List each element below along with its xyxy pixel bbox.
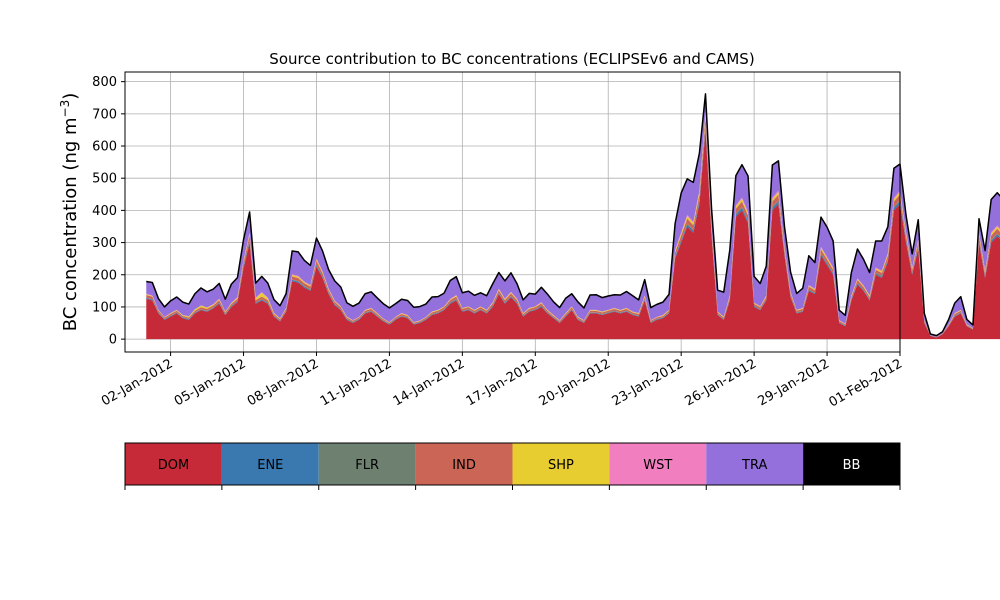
x-tick-label: 17-Jan-2012 (464, 356, 541, 409)
x-tick-label: 23-Jan-2012 (610, 356, 687, 409)
y-axis-label: BC concentration (ng m−3) (58, 93, 81, 332)
y-tick-label: 300 (92, 236, 117, 251)
total-line-path (146, 93, 1000, 337)
legend-label-wst: WST (643, 458, 672, 473)
x-tick-label: 08-Jan-2012 (245, 356, 322, 409)
legend-swatch-shp (512, 443, 610, 485)
y-tick-label: 600 (92, 140, 117, 155)
x-tick-label: 14-Jan-2012 (391, 356, 468, 409)
legend-label-shp: SHP (548, 458, 574, 473)
x-tick-label: 02-Jan-2012 (99, 356, 176, 409)
total-line (146, 93, 1000, 337)
legend-label-bb: BB (843, 458, 861, 473)
area-dom (146, 129, 1000, 340)
y-tick-label: 800 (92, 75, 117, 90)
area-layers (146, 93, 1000, 340)
x-tick-label: 26-Jan-2012 (683, 356, 760, 409)
legend-swatch-dom (125, 443, 222, 485)
y-tick-label: 200 (92, 268, 117, 283)
legend-swatch-flr (318, 443, 416, 485)
plot-frame (124, 71, 901, 353)
y-tick-label: 500 (92, 172, 117, 187)
legend-label-dom: DOM (158, 458, 189, 473)
legend-swatch-tra (706, 443, 804, 485)
legend-swatch-wst (609, 443, 707, 485)
legend-label-ind: IND (452, 458, 476, 473)
x-tick-label: 11-Jan-2012 (318, 356, 395, 409)
legend: DOM ENE FLR IND SHP WST TRA BB (124, 442, 901, 490)
legend-swatch-ind (415, 443, 513, 485)
legend-label-ene: ENE (257, 458, 283, 473)
y-axis: 0 100 200 300 400 500 600 700 800 (92, 75, 125, 348)
y-tick-label: 400 (92, 204, 117, 219)
x-tick-label: 20-Jan-2012 (537, 356, 614, 409)
y-tick-label: 700 (92, 107, 117, 122)
x-tick-label: 29-Jan-2012 (755, 356, 832, 409)
legend-label-flr: FLR (355, 458, 379, 473)
y-tick-label: 100 (92, 300, 117, 315)
chart-title: Source contribution to BC concentrations… (269, 50, 754, 68)
legend-label-tra: TRA (741, 458, 767, 473)
x-tick-label: 01-Feb-2012 (826, 356, 905, 410)
legend-swatch-ene (221, 443, 319, 485)
y-tick-label: 0 (109, 333, 117, 348)
legend-swatch-bb (803, 443, 900, 485)
x-tick-label: 05-Jan-2012 (172, 356, 249, 409)
x-axis: 02-Jan-201205-Jan-201208-Jan-201211-Jan-… (99, 352, 905, 410)
